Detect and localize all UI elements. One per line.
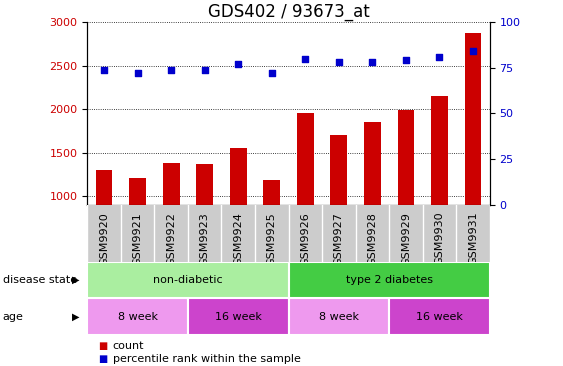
Point — [234, 61, 243, 67]
Bar — [196, 164, 213, 205]
Text: non-diabetic: non-diabetic — [153, 275, 223, 285]
Text: age: age — [3, 311, 24, 322]
Text: GSM9931: GSM9931 — [468, 212, 478, 265]
Bar — [289, 298, 389, 335]
Bar — [87, 262, 289, 298]
Text: type 2 diabetes: type 2 diabetes — [346, 275, 433, 285]
Text: GSM9925: GSM9925 — [267, 212, 277, 265]
Point — [334, 59, 343, 65]
Text: percentile rank within the sample: percentile rank within the sample — [113, 354, 301, 365]
Bar — [364, 122, 381, 205]
Bar — [163, 163, 180, 205]
Point — [435, 54, 444, 60]
Text: GSM9923: GSM9923 — [200, 212, 209, 265]
Title: GDS402 / 93673_at: GDS402 / 93673_at — [208, 3, 369, 20]
Text: GSM9924: GSM9924 — [233, 212, 243, 266]
Text: 8 week: 8 week — [319, 311, 359, 322]
Bar — [230, 148, 247, 205]
Bar — [129, 178, 146, 205]
Bar — [330, 135, 347, 205]
Bar — [188, 298, 289, 335]
Text: GSM9930: GSM9930 — [435, 212, 445, 265]
Point — [167, 67, 176, 72]
Bar — [263, 180, 280, 205]
Text: 8 week: 8 week — [118, 311, 158, 322]
Bar — [464, 33, 481, 205]
Text: ▶: ▶ — [72, 275, 80, 285]
Text: disease state: disease state — [3, 275, 77, 285]
Text: GSM9926: GSM9926 — [300, 212, 310, 265]
Point — [267, 70, 276, 76]
Text: 16 week: 16 week — [215, 311, 262, 322]
Text: GSM9927: GSM9927 — [334, 212, 344, 266]
Text: GSM9922: GSM9922 — [166, 212, 176, 266]
Point — [200, 67, 209, 72]
Bar — [431, 96, 448, 205]
Point — [133, 70, 142, 76]
Bar — [397, 110, 414, 205]
Bar — [87, 298, 188, 335]
Bar — [96, 170, 113, 205]
Text: GSM9920: GSM9920 — [99, 212, 109, 265]
Point — [301, 56, 310, 61]
Bar — [297, 113, 314, 205]
Point — [468, 48, 477, 54]
Point — [100, 67, 109, 72]
Text: ▶: ▶ — [72, 311, 80, 322]
Text: count: count — [113, 341, 144, 351]
Text: GSM9929: GSM9929 — [401, 212, 411, 266]
Text: 16 week: 16 week — [416, 311, 463, 322]
Text: GSM9921: GSM9921 — [132, 212, 142, 265]
Bar — [389, 298, 490, 335]
Point — [401, 57, 410, 63]
Text: ■: ■ — [99, 341, 108, 351]
Bar — [289, 262, 490, 298]
Text: GSM9928: GSM9928 — [368, 212, 377, 266]
Text: ■: ■ — [99, 354, 108, 365]
Point — [368, 59, 377, 65]
